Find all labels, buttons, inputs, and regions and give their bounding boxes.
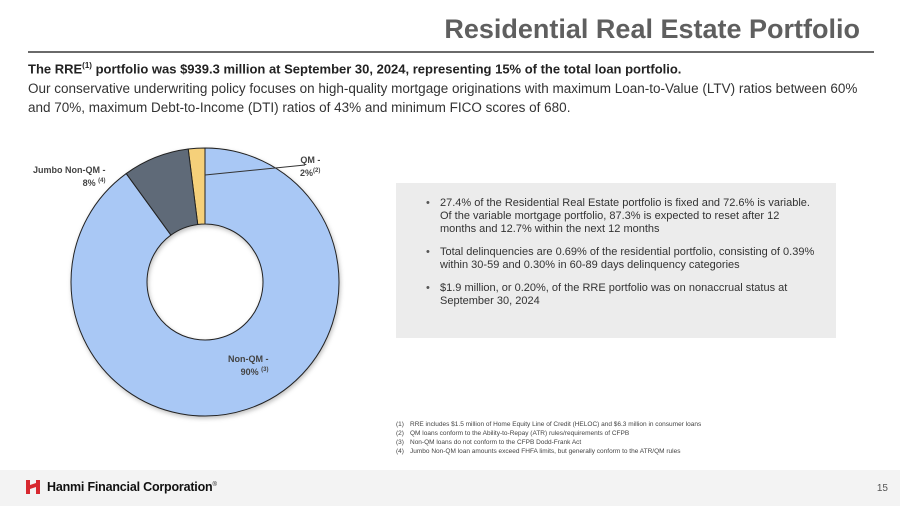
lead-rest: portfolio was $939.3 million at Septembe… [91,61,682,77]
non-qm-label: Non-QM - 90% (3) [228,354,269,378]
key-facts-list: 27.4% of the Residential Real Estate por… [426,197,816,308]
footnote: (4) Jumbo Non-QM loan amounts exceed FHFA… [396,447,876,456]
page-title: Residential Real Estate Portfolio [444,14,860,44]
key-fact-item: $1.9 million, or 0.20%, of the RRE portf… [426,282,816,308]
jumbo-label-line1: Jumbo Non-QM - [33,165,106,175]
footnotes: (1) RRE includes $1.5 million of Home Equ… [396,420,876,456]
footnote-number: (4) [396,448,404,455]
donut-slice-jumbo-non-qm [125,148,199,236]
page-number: 15 [876,483,888,494]
footnote-number: (2) [396,430,404,437]
footnote-number: (1) [396,421,404,428]
company-name-text: Hanmi Financial Corporation [47,480,213,494]
lead-footnote-ref: (1) [82,61,92,70]
donut-svg [70,147,340,417]
trademark-mark: ® [212,481,217,488]
footnote-text: Jumbo Non-QM loan amounts exceed FHFA li… [410,448,681,455]
footnote-text: QM loans conform to the Ability-to-Repay… [410,430,630,437]
footnote: (2) QM loans conform to the Ability-to-Re… [396,429,876,438]
key-fact-item: 27.4% of the Residential Real Estate por… [426,197,816,236]
donut-slice-non-qm [70,147,340,417]
qm-leader-line [204,164,306,176]
portfolio-donut-chart: Jumbo Non-QM - 8% (4) QM - 2%(2) Non-QM … [0,135,380,430]
company-name: Hanmi Financial Corporation® [47,480,217,494]
lead-statement: The RRE(1) portfolio was $939.3 million … [28,61,888,76]
qm-label-sup: (2) [313,168,321,174]
footnote: (3) Non-QM loans do not conform to the CF… [396,438,876,447]
hanmi-logo-icon [26,480,40,494]
qm-label-line1: QM - [300,155,321,165]
jumbo-label-value: 8% [82,178,96,188]
key-fact-item: Total delinquencies are 0.69% of the res… [426,246,816,272]
non-qm-label-line1: Non-QM - [228,354,269,364]
footer-bar [0,470,900,506]
qm-label: QM - 2%(2) [300,155,320,179]
key-facts-panel: 27.4% of the Residential Real Estate por… [396,183,836,338]
title-divider [28,51,874,53]
jumbo-non-qm-label: Jumbo Non-QM - 8% (4) [33,165,106,189]
company-logo: Hanmi Financial Corporation® [24,478,217,496]
non-qm-label-sup: (3) [261,367,269,373]
lead-prefix: The RRE [28,61,83,77]
intro-paragraph: Our conservative underwriting policy foc… [28,81,858,115]
qm-label-value: 2% [300,168,314,178]
footnote-number: (3) [396,439,404,446]
footnote: (1) RRE includes $1.5 million of Home Equ… [396,420,876,429]
non-qm-label-value: 90% [240,367,259,377]
footnote-text: Non-QM loans do not conform to the CFPB … [410,439,582,446]
footnote-text: RRE includes $1.5 million of Home Equity… [410,421,702,428]
jumbo-label-sup: (4) [98,178,106,184]
